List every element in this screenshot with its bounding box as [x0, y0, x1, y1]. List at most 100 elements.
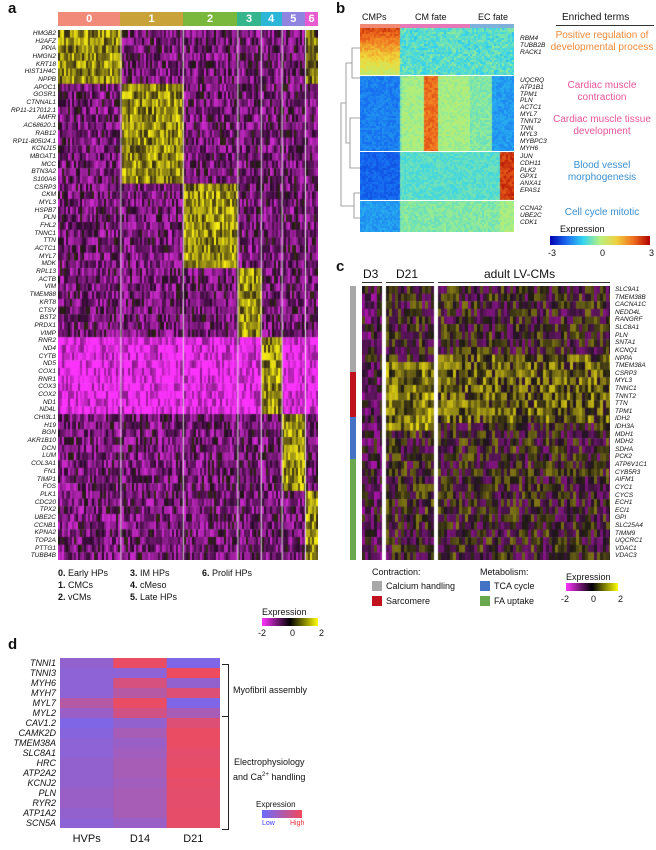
ca-text: and Ca: [233, 772, 263, 782]
gene-label: CAV1.2: [25, 718, 56, 728]
heatmap-cell: [60, 668, 114, 679]
heatmap-cell: [166, 708, 220, 719]
legend-swatch-sarcomere: [372, 596, 382, 606]
dendrogram: [340, 47, 360, 219]
gene-label: MYH6: [520, 145, 539, 152]
gene-label: JUN: [520, 153, 533, 160]
gene-label: TIMM9: [615, 529, 636, 537]
group-electro-line2: and Ca2+ handling: [233, 769, 305, 784]
heatmap-cell: [113, 708, 168, 719]
gene-label: UQCRC1: [615, 537, 643, 545]
gene-label: SDHA: [615, 445, 634, 453]
heatmap-cell: [113, 788, 168, 799]
heatmap-cell: [60, 758, 114, 769]
gene-label: PTTG1: [35, 544, 56, 552]
gene-label: COX1: [38, 367, 56, 375]
heatmap-cell: [166, 818, 220, 828]
gene-label: MDH1: [615, 430, 634, 438]
gene-label: TMEM38B: [615, 293, 646, 301]
gene-label: DCN: [41, 444, 56, 452]
heatmap-cell: [113, 758, 168, 769]
heatmap-cell: [113, 678, 168, 689]
legend-metabolism-title: Metabolism:: [480, 567, 529, 577]
group-electrophysiology: Electrophysiology and Ca2+ handling: [233, 756, 305, 784]
col-header-cm-fate: CM fate: [415, 12, 447, 22]
heatmap-cell: [113, 798, 168, 809]
gene-label: TTN: [43, 237, 56, 245]
gene-label: IDH3A: [615, 423, 635, 430]
cluster-legend-item: 0. Early HPs: [58, 568, 109, 578]
gene-label: CSRP3: [615, 369, 637, 377]
gene-label: ND4: [42, 344, 56, 352]
gene-label: CDH11: [520, 159, 541, 167]
heatmap-cell: [113, 688, 168, 699]
gene-label: AC68620.1: [23, 122, 56, 130]
gene-label: LUM: [42, 452, 56, 460]
gene-label: FOS: [42, 483, 56, 491]
gene-label: AKR1B10: [27, 437, 56, 445]
gene-label: MYL7: [520, 111, 537, 118]
heatmap-cell: [60, 698, 114, 709]
gene-label: PLN: [38, 788, 56, 798]
panel-b-color-scale: [550, 236, 650, 245]
gene-label: MDK: [41, 260, 56, 268]
gene-label: EPAS1: [520, 187, 541, 194]
gene-label: NPPA: [615, 354, 633, 362]
gene-label: KPNA2: [34, 529, 56, 537]
gene-label: TIMP1: [36, 475, 56, 483]
panel-d-heatmap: [60, 658, 220, 828]
heatmap-cell: [60, 728, 114, 739]
group-bar-sarcomere: [350, 372, 356, 417]
panel-d-gene-labels: TNNI1 TNNI3 MYH6 MYH7 MYL7 MYL2 CAV1.2 CAMK2D TM…: [8, 658, 58, 828]
gene-label: MYH7: [30, 688, 56, 698]
gene-label: HMGB2: [32, 30, 56, 37]
gene-label: COX2: [38, 391, 56, 398]
gene-label: TUBB4B: [30, 552, 56, 560]
gene-label: COX3: [38, 383, 56, 391]
panel-b-heatmap: [360, 28, 514, 232]
heatmap-cell: [166, 758, 220, 769]
adult-underline: [438, 282, 610, 283]
gene-label: SLC9A1: [615, 286, 640, 293]
cluster-5-bar: 5: [281, 12, 305, 26]
gene-label: KRT8: [39, 298, 57, 306]
col-header-adult: adult LV-CMs: [484, 267, 556, 281]
group-electro-line1: Electrophysiology: [233, 757, 305, 767]
gene-label: RNR2: [38, 337, 56, 345]
gene-label: TTN: [615, 400, 628, 408]
gene-label: KCNQ1: [615, 346, 638, 354]
gene-label: GPX1: [520, 173, 538, 181]
panel-d-column-labels: HVPs D14 D21: [60, 833, 220, 847]
gene-label: BTN3A2: [31, 168, 56, 176]
gene-label: ND1: [42, 398, 56, 406]
enriched-terms-title: Enriched terms: [562, 12, 630, 23]
column-label: D14: [129, 833, 151, 845]
col-header-ec-fate: EC fate: [478, 12, 509, 22]
heatmap-cell: [166, 738, 220, 749]
gene-label: MYBPC3: [520, 138, 547, 146]
heatmap-cell: [60, 688, 114, 699]
gene-label: MYL3: [39, 198, 56, 206]
gene-label: CDK1: [520, 218, 538, 226]
gene-label: MYL7: [39, 252, 56, 260]
legend-contraction-title: Contraction:: [372, 567, 421, 577]
term-developmental: Positive regulation of developmental pro…: [550, 30, 654, 53]
gene-label: MYL3: [520, 131, 537, 139]
gene-label: RANGRF: [615, 316, 643, 324]
gene-label: ANXA1: [520, 180, 542, 188]
term-tissue-development: Cardiac muscle tissue development: [553, 114, 651, 137]
heatmap-cell: [113, 668, 168, 679]
gene-label: FN1: [43, 467, 56, 475]
tick: 0: [289, 628, 295, 638]
gene-label: HIST1H4C: [24, 68, 56, 76]
heatmap-cell: [60, 818, 114, 828]
panel-c-color-scale: [566, 583, 618, 591]
panel-d-letter: d: [8, 636, 18, 653]
gene-label: RACK1: [520, 48, 542, 56]
gene-label: TPX2: [39, 506, 56, 514]
gene-label: ECI1: [615, 506, 630, 514]
gene-label: TPM1: [520, 90, 538, 98]
gene-label: SNTA1: [615, 339, 636, 347]
gene-label: TMEM38A: [13, 738, 56, 748]
cluster-legend-item: 1. CMCs: [58, 580, 94, 590]
